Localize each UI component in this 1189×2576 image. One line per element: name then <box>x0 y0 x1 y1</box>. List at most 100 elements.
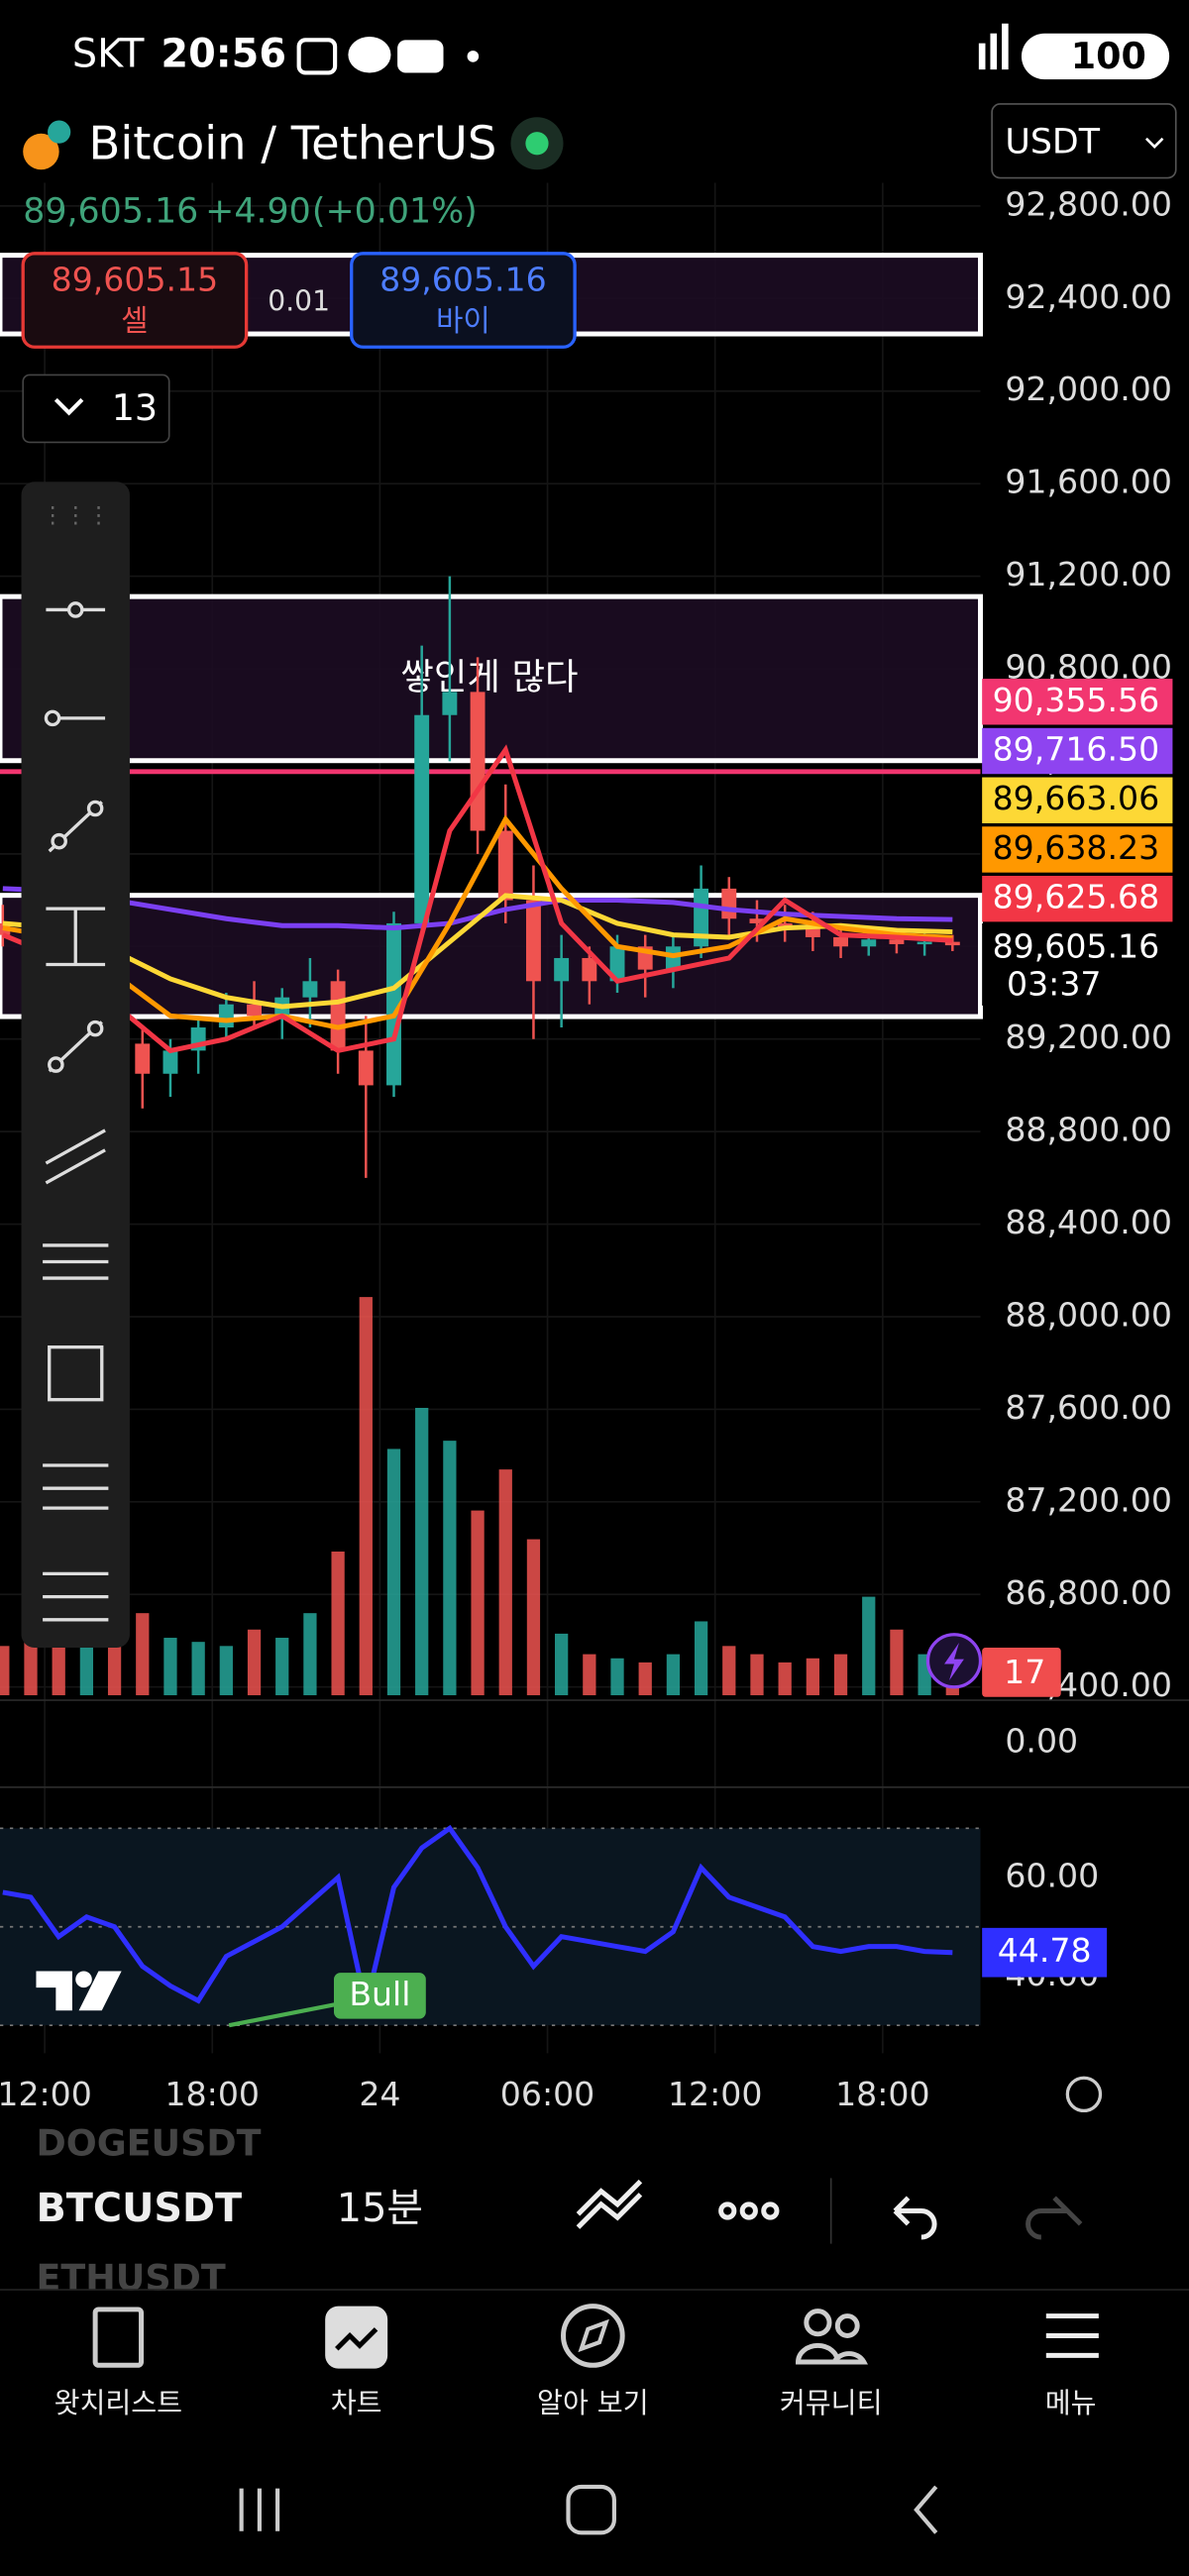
nav-label[interactable]: 메뉴 <box>1045 2387 1097 2419</box>
drawing-toolbar <box>21 482 130 1648</box>
market-status <box>525 132 549 156</box>
battery <box>1021 33 1170 80</box>
volume-bar <box>610 1658 624 1696</box>
candle-body <box>525 900 541 982</box>
alert-icon <box>944 1643 964 1681</box>
price-tag-label: 89,625.68 <box>993 878 1160 916</box>
x-tick-label: 12:00 <box>668 2075 762 2113</box>
sell-price[interactable]: 89,605.15 <box>52 260 219 298</box>
volume-bar <box>24 1638 38 1696</box>
divergence-label: Bull <box>349 1975 410 2013</box>
tool-icon[interactable] <box>48 1056 64 1073</box>
price-tag-label: 90,355.56 <box>993 681 1160 719</box>
redo-button[interactable] <box>1026 2196 1083 2240</box>
coin-icon <box>48 120 71 144</box>
candle-body <box>554 957 570 982</box>
volume-bar <box>583 1654 596 1696</box>
settings-button[interactable] <box>1065 2076 1103 2113</box>
overlay: 89,605.15 셀 0.01 89,605.16 바이 13 ⋮⋮⋮ <box>21 252 1103 2113</box>
nav-icon[interactable] <box>561 2304 625 2368</box>
system-recent[interactable] <box>239 2488 280 2531</box>
undo-button[interactable] <box>893 2196 937 2240</box>
tool-icon[interactable] <box>45 1148 106 1185</box>
y-tick-label: 87,600.00 <box>1005 1388 1172 1427</box>
symbol-name[interactable]: Bitcoin / TetherUS <box>89 117 497 170</box>
buy-label[interactable]: 바이 <box>436 304 490 339</box>
status-icon <box>467 51 480 62</box>
volume-bar <box>498 1469 512 1696</box>
nav-icon[interactable] <box>1045 2313 1099 2358</box>
price-tag <box>982 826 1173 873</box>
volume-bar <box>694 1621 708 1696</box>
nav-icon[interactable] <box>92 2307 145 2368</box>
candle-body <box>749 918 765 923</box>
status-icon <box>296 38 338 75</box>
rsi-current-tag <box>982 1927 1108 1978</box>
indicator-count[interactable]: 13 <box>112 386 158 429</box>
more-button[interactable] <box>718 2201 780 2220</box>
candle-body <box>889 939 905 944</box>
volume-bar <box>247 1629 262 1696</box>
tool-icon[interactable] <box>86 1020 104 1037</box>
sell-label[interactable]: 셀 <box>121 304 148 339</box>
nav-icon[interactable] <box>804 2308 832 2337</box>
toggle-arrow <box>54 397 84 416</box>
last-price-label: 89,605.16 <box>993 926 1160 965</box>
candle-body <box>497 830 513 901</box>
symbol[interactable]: BTCUSDT <box>36 2186 242 2231</box>
candle-body <box>330 981 346 1051</box>
signal-icon <box>990 33 998 70</box>
nav-icon[interactable] <box>325 2306 388 2369</box>
volume-bar <box>890 1629 904 1696</box>
tool-icon[interactable] <box>45 1128 106 1165</box>
sell-button[interactable] <box>21 252 249 349</box>
nav-label[interactable]: 왓치리스트 <box>54 2387 183 2419</box>
x-tick-label: 06:00 <box>500 2075 594 2113</box>
next-symbol[interactable]: ETHUSDT <box>36 2257 225 2300</box>
candle-body <box>944 941 960 946</box>
system-back[interactable] <box>914 2485 938 2534</box>
tool-icon[interactable] <box>66 601 84 618</box>
interval[interactable]: 15분 <box>337 2186 423 2231</box>
alert-badge[interactable] <box>982 1647 1061 1697</box>
status-icon <box>397 40 444 73</box>
moving-average <box>2 814 953 1030</box>
volume-bar <box>526 1539 541 1696</box>
nav-label[interactable]: 차트 <box>331 2387 382 2419</box>
nav-label[interactable]: 커뮤니티 <box>780 2387 883 2419</box>
candle-body <box>162 1050 178 1074</box>
buy-price[interactable]: 89,605.16 <box>379 260 547 298</box>
volume-bar <box>778 1662 792 1696</box>
nav-label[interactable]: 알아 보기 <box>537 2387 649 2419</box>
volume-bar <box>638 1662 652 1696</box>
indicators-button[interactable] <box>576 2179 643 2229</box>
tool-icon[interactable] <box>51 832 67 850</box>
volume-bar <box>219 1646 233 1696</box>
currency-dropdown[interactable] <box>991 103 1177 179</box>
tool-icon[interactable] <box>48 1345 104 1402</box>
volume-bar <box>386 1449 401 1696</box>
volume-bar <box>443 1441 457 1696</box>
volume-bar <box>833 1654 848 1696</box>
currency[interactable]: USDT <box>1005 123 1100 162</box>
tool-icon[interactable] <box>44 709 61 727</box>
y-tick-label: 92,800.00 <box>1005 184 1172 223</box>
system-home[interactable] <box>566 2484 616 2535</box>
logo <box>75 1971 92 1988</box>
y-tick-label: 88,000.00 <box>1005 1295 1172 1334</box>
buy-button[interactable] <box>350 252 577 349</box>
y-tick-label: 91,600.00 <box>1005 463 1172 501</box>
x-tick-label: 12:00 <box>0 2075 92 2113</box>
toolbar-icons <box>43 601 109 1622</box>
price-change-pct: (+0.01%) <box>312 191 478 231</box>
tool-icon[interactable] <box>86 800 104 817</box>
volume-bar <box>79 1633 94 1696</box>
prev-symbol[interactable]: DOGEUSDT <box>36 2122 261 2165</box>
volume-bar <box>303 1613 317 1696</box>
indicator-toggle[interactable] <box>22 374 170 444</box>
last-price-tag <box>982 923 1173 1006</box>
nav-bar <box>92 2304 1099 2369</box>
signal-icon <box>1002 23 1009 70</box>
